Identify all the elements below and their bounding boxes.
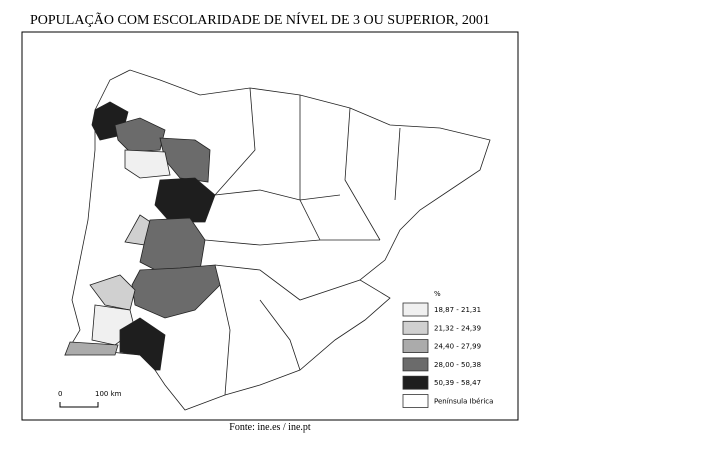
legend-unit: % xyxy=(434,290,441,298)
legend-label: 21,32 - 24,39 xyxy=(434,324,481,332)
scale-bar: 0 100 km xyxy=(58,390,122,408)
region xyxy=(119,317,166,371)
region xyxy=(89,274,136,311)
region xyxy=(154,177,216,223)
legend-swatch xyxy=(402,357,429,372)
title: POPULAÇÃO COM ESCOLARIDADE DE NÍVEL DE 3… xyxy=(30,11,490,28)
map xyxy=(64,69,491,411)
legend: % 18,87 - 21,31 21,32 - 24,39 24,40 - 27,9… xyxy=(402,290,493,408)
legend-label: 50,39 - 58,47 xyxy=(434,379,481,387)
legend-label: 28,00 - 50,38 xyxy=(434,361,481,369)
legend-swatch xyxy=(402,339,429,354)
legend-label: Península Ibérica xyxy=(434,398,493,406)
legend-label: 24,40 - 27,99 xyxy=(434,343,481,351)
scale-start: 0 xyxy=(58,390,62,398)
legend-swatch xyxy=(402,394,429,408)
region xyxy=(64,341,119,356)
legend-swatch xyxy=(402,302,429,317)
source: Fonte: ine.es / ine.pt xyxy=(229,422,311,433)
scale-end: 100 km xyxy=(95,390,122,398)
legend-swatch xyxy=(402,375,429,390)
region xyxy=(124,149,171,179)
region xyxy=(114,117,166,153)
legend-swatch xyxy=(402,320,429,335)
province-borders xyxy=(204,87,401,396)
legend-label: 18,87 - 21,31 xyxy=(434,306,481,314)
scale-line xyxy=(59,402,99,408)
